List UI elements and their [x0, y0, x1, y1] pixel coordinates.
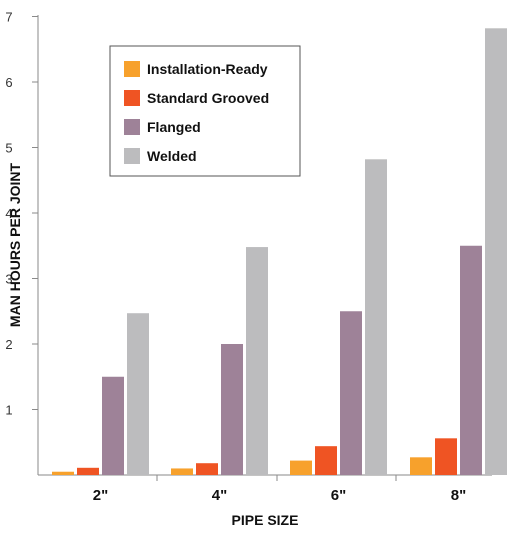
y-tick-label: 3: [5, 272, 12, 287]
legend: Installation-Ready Standard Grooved Flange…: [109, 45, 301, 177]
x-category-label: 6": [331, 487, 346, 504]
x-category-label: 4": [212, 487, 227, 504]
bar-welded: [485, 28, 507, 475]
bar-flanged: [221, 344, 243, 475]
bar-flanged: [340, 311, 362, 475]
x-axis-title: PIPE SIZE: [232, 512, 299, 528]
y-tick-label: 4: [5, 206, 12, 221]
y-tick-label: 1: [5, 403, 12, 418]
legend-label: Flanged: [147, 119, 201, 135]
bar-installation-ready: [290, 460, 312, 475]
x-axis-categories: 2" 4" 6" 8": [93, 475, 466, 504]
legend-swatch: [124, 61, 140, 77]
legend-box: [109, 45, 301, 177]
bar-welded: [127, 313, 149, 475]
bar-standard-grooved: [77, 467, 99, 475]
legend-label: Installation-Ready: [147, 61, 268, 77]
y-axis-ticks: 1 2 3 4 5 6 7: [5, 10, 38, 418]
bars-group: [52, 28, 507, 476]
bar-installation-ready: [171, 468, 193, 475]
y-tick-label: 6: [5, 75, 12, 90]
legend-swatch: [124, 90, 140, 106]
x-category-label: 8": [451, 487, 466, 504]
legend-swatch: [124, 148, 140, 164]
bar-welded: [365, 159, 387, 476]
x-category-label: 2": [93, 487, 108, 504]
legend-swatch: [124, 119, 140, 135]
legend-label: Welded: [147, 148, 197, 164]
bar-standard-grooved: [435, 438, 457, 475]
y-axis-title: MAN HOURS PER JOINT: [7, 162, 23, 327]
bar-standard-grooved: [196, 463, 218, 475]
bar-welded: [246, 247, 268, 475]
legend-label: Standard Grooved: [147, 90, 269, 106]
y-tick-label: 5: [5, 141, 12, 156]
y-tick-label: 7: [5, 10, 12, 25]
bar-flanged: [460, 245, 482, 475]
bar-installation-ready: [52, 471, 74, 475]
bar-flanged: [102, 376, 124, 475]
y-tick-label: 2: [5, 337, 12, 352]
bar-standard-grooved: [315, 446, 337, 475]
bar-installation-ready: [410, 457, 432, 475]
